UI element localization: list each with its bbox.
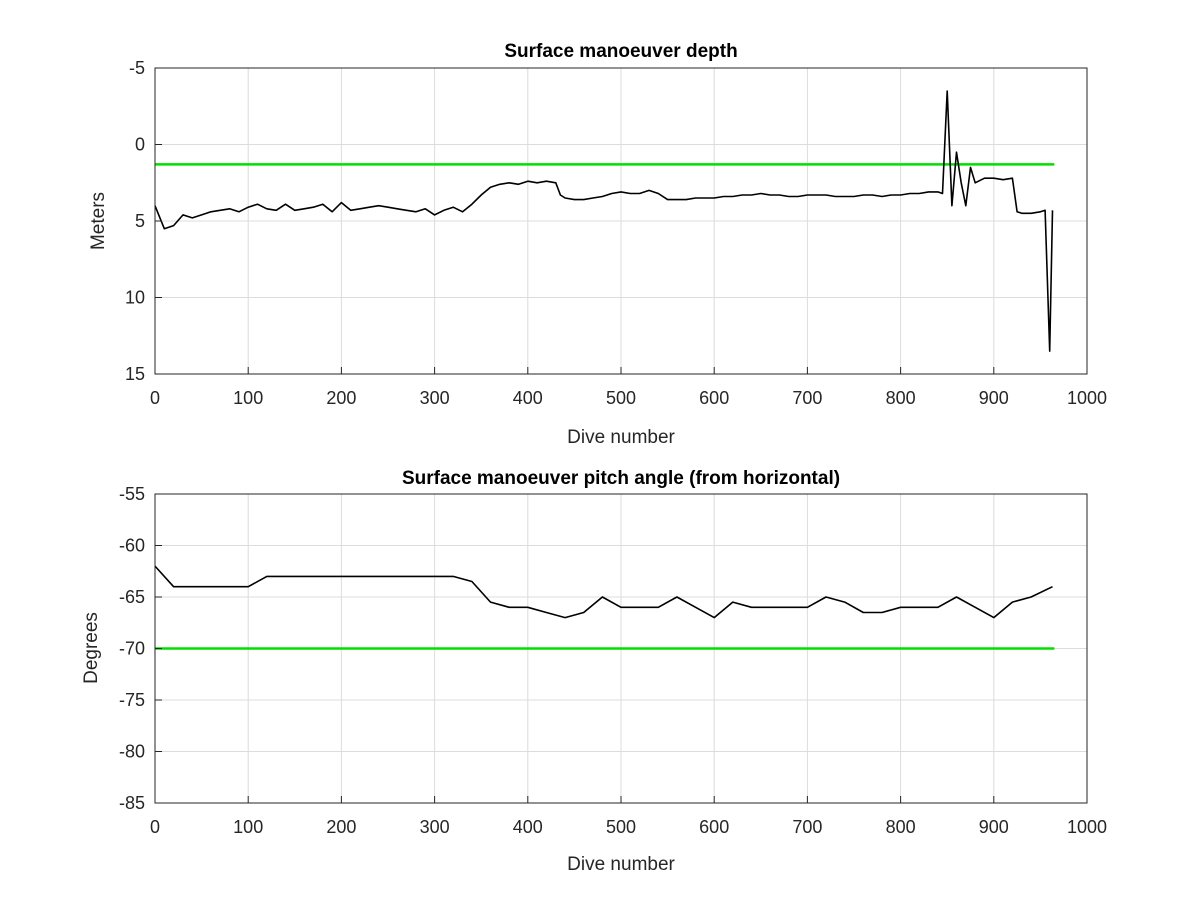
pitch-chart-title: Surface manoeuver pitch angle (from hori…: [402, 468, 840, 489]
pitch-y-tick-label: -70: [119, 639, 145, 659]
pitch-x-tick-label: 800: [886, 817, 916, 837]
pitch-y-ticks: -55 -60 -65 -70 -75 -80 -85: [119, 484, 162, 813]
depth-y-ticks: -5 0 5 10 15: [125, 58, 162, 384]
pitch-y-tick-label: -55: [119, 484, 145, 504]
depth-series-line-0: [154, 90, 1054, 352]
pitch-y-axis-label: Degrees: [81, 612, 102, 684]
depth-y-tick-label: 10: [125, 288, 145, 308]
pitch-x-tick-label: 900: [979, 817, 1009, 837]
pitch-y-tick-label: -80: [119, 742, 145, 762]
depth-x-tick-label: 800: [886, 388, 916, 408]
pitch-y-tick-label: -85: [119, 793, 145, 813]
depth-x-tick-label: 700: [792, 388, 822, 408]
depth-x-tick-label: 300: [420, 388, 450, 408]
depth-series-layer: [154, 90, 1054, 352]
pitch-y-tick-label: -65: [119, 587, 145, 607]
depth-y-tick-label: 5: [135, 211, 145, 231]
depth-x-tick-label: 400: [513, 388, 543, 408]
pitch-x-ticks: 0 100 200 300 400 500 600 700 800 900 1000: [150, 796, 1107, 837]
pitch-x-tick-label: 0: [150, 817, 160, 837]
pitch-x-tick-label: 300: [420, 817, 450, 837]
pitch-y-tick-label: -75: [119, 690, 145, 710]
pitch-x-tick-label: 400: [513, 817, 543, 837]
depth-x-tick-label: 1000: [1067, 388, 1107, 408]
depth-x-tick-label: 900: [979, 388, 1009, 408]
pitch-x-tick-label: 200: [326, 817, 356, 837]
pitch-x-tick-label: 1000: [1067, 817, 1107, 837]
depth-chart-title: Surface manoeuver depth: [504, 41, 737, 62]
depth-x-tick-label: 0: [150, 388, 160, 408]
depth-x-tick-label: 500: [606, 388, 636, 408]
pitch-y-tick-label: -60: [119, 536, 145, 556]
depth-gridlines: [155, 68, 1087, 374]
depth-x-tick-label: 100: [233, 388, 263, 408]
depth-x-axis-label: Dive number: [567, 427, 675, 448]
pitch-series-line-0: [154, 565, 1053, 619]
depth-x-ticks: 0 100 200 300 400 500 600 700 800 900 1000: [150, 367, 1107, 408]
depth-y-tick-label: -5: [129, 58, 145, 78]
pitch-x-tick-label: 100: [233, 817, 263, 837]
pitch-x-tick-label: 600: [699, 817, 729, 837]
pitch-chart: 0 100 200 300 400 500 600 700 800 900 1000 -55-60-…: [81, 468, 1107, 875]
pitch-x-tick-label: 700: [792, 817, 822, 837]
pitch-x-tick-label: 500: [606, 817, 636, 837]
depth-chart: 0 100 200 300 400 500 600 700 800 900 1000 -5 0 5 10 1…: [88, 41, 1107, 448]
depth-y-axis-label: Meters: [88, 192, 109, 250]
depth-y-tick-label: 15: [125, 364, 145, 384]
depth-x-tick-label: 200: [326, 388, 356, 408]
depth-x-tick-label: 600: [699, 388, 729, 408]
pitch-x-axis-label: Dive number: [567, 854, 675, 875]
depth-y-tick-label: 0: [135, 135, 145, 155]
pitch-series-layer: [154, 565, 1053, 619]
